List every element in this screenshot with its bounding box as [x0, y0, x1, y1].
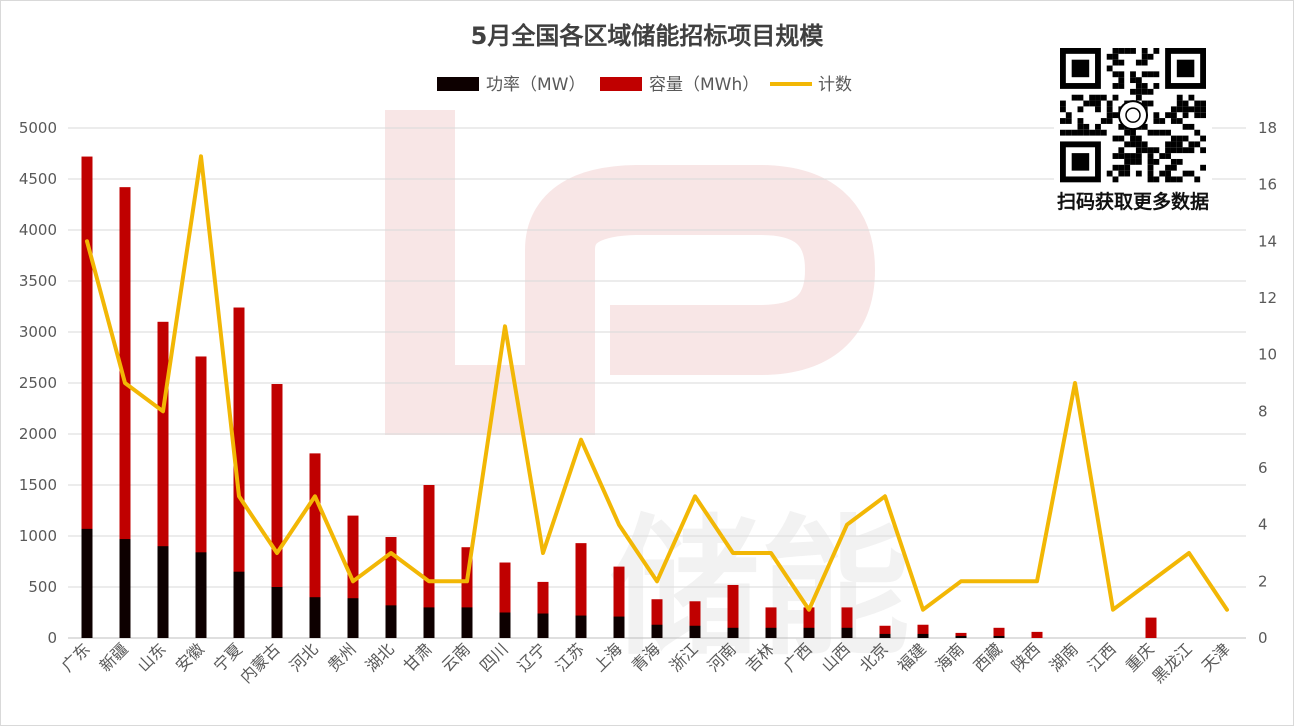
bar-power	[157, 546, 169, 638]
y-left-tick-label: 0	[47, 629, 57, 647]
bar-power	[765, 627, 777, 638]
bar-capacity	[233, 307, 245, 638]
y-left-tick-label: 2000	[19, 425, 57, 443]
bar-capacity	[309, 453, 321, 638]
bar-power	[385, 605, 397, 638]
bar-power	[993, 635, 1005, 638]
watermark: 储能	[385, 110, 910, 676]
y-left-tick-label: 5000	[19, 119, 57, 137]
y-right-tick-label: 14	[1258, 232, 1277, 250]
y-left-tick-label: 4000	[19, 221, 57, 239]
bar-power	[879, 633, 891, 638]
legend: 功率（MW） 容量（MWh） 计数	[437, 75, 852, 95]
right-axis-ticks: 0 2 4 6 8 10 12 14 16 18	[1258, 119, 1277, 647]
bar-power	[499, 612, 511, 638]
bar-power	[271, 587, 283, 638]
bar-power	[119, 539, 131, 638]
legend-label-count: 计数	[818, 75, 852, 95]
y-right-tick-label: 10	[1258, 346, 1277, 364]
bar-capacity	[689, 601, 701, 638]
line-layer	[85, 154, 1229, 612]
watermark-text: 储能	[610, 502, 910, 676]
bar-capacity	[461, 547, 473, 638]
bar-capacity	[157, 321, 169, 638]
bar-capacity	[879, 625, 891, 638]
bar-power	[423, 607, 435, 638]
qr-caption: 扫码获取更多数据	[1057, 190, 1209, 213]
y-right-tick-label: 8	[1258, 402, 1268, 420]
legend-swatch-capacity	[600, 77, 642, 91]
bar-power	[233, 571, 245, 638]
bar-power	[613, 616, 625, 638]
legend-label-power: 功率（MW）	[486, 75, 585, 95]
bar-capacity	[81, 156, 93, 638]
y-right-tick-label: 2	[1258, 572, 1268, 590]
bar-power	[575, 615, 587, 638]
bar-power	[917, 633, 929, 638]
bar-power	[195, 552, 207, 638]
chart-title: 5月全国各区域储能招标项目规模	[471, 22, 825, 50]
line-count-series	[85, 154, 1229, 612]
bars-layer	[81, 156, 1157, 638]
bar-capacity	[499, 562, 511, 638]
bar-power	[955, 635, 967, 638]
bar-power	[803, 627, 815, 638]
bar-capacity	[651, 599, 663, 638]
legend-label-capacity: 容量（MWh）	[649, 75, 759, 95]
bar-capacity	[955, 632, 967, 638]
y-left-tick-label: 3500	[19, 272, 57, 290]
bar-capacity	[537, 581, 549, 638]
gridlines	[68, 127, 1246, 639]
qr-code-block: 扫码获取更多数据	[1054, 42, 1212, 213]
y-left-tick-label: 4500	[19, 170, 57, 188]
y-right-tick-label: 16	[1258, 176, 1277, 194]
y-left-tick-label: 1500	[19, 476, 57, 494]
bar-power	[81, 528, 93, 638]
bar-capacity	[385, 537, 397, 638]
bar-power	[841, 627, 853, 638]
y-right-tick-label: 4	[1258, 516, 1268, 534]
bar-capacity	[575, 543, 587, 638]
y-right-tick-label: 0	[1258, 629, 1268, 647]
bar-power	[309, 597, 321, 638]
left-axis-ticks: 0 500 1000 1500 2000 2500 3000 3500 4000 4500 5000	[19, 119, 57, 647]
bar-capacity	[119, 187, 131, 638]
legend-swatch-power	[437, 77, 479, 91]
bar-capacity	[765, 607, 777, 638]
bar-capacity	[917, 624, 929, 638]
y-right-tick-label: 6	[1258, 459, 1268, 477]
bar-power	[651, 624, 663, 638]
y-right-tick-label: 18	[1258, 119, 1277, 137]
y-right-tick-label: 12	[1258, 289, 1277, 307]
bar-capacity	[727, 584, 739, 638]
bar-power	[537, 613, 549, 638]
y-left-tick-label: 1000	[19, 527, 57, 545]
bar-capacity	[613, 566, 625, 638]
watermark-logo-shape	[385, 110, 876, 435]
y-left-tick-label: 500	[28, 578, 57, 596]
qr-code-icon	[1060, 48, 1206, 183]
bar-capacity	[1145, 617, 1157, 638]
bar-capacity	[271, 384, 283, 638]
bar-power	[727, 627, 739, 638]
bar-capacity	[1031, 631, 1043, 638]
bar-capacity	[195, 356, 207, 638]
bar-power	[689, 625, 701, 638]
bar-power	[461, 607, 473, 638]
bar-capacity	[841, 607, 853, 638]
y-left-tick-label: 3000	[19, 323, 57, 341]
bar-power	[347, 598, 359, 638]
bar-capacity	[803, 607, 815, 638]
bar-capacity	[993, 627, 1005, 638]
y-left-tick-label: 2500	[19, 374, 57, 392]
bar-capacity	[423, 485, 435, 638]
